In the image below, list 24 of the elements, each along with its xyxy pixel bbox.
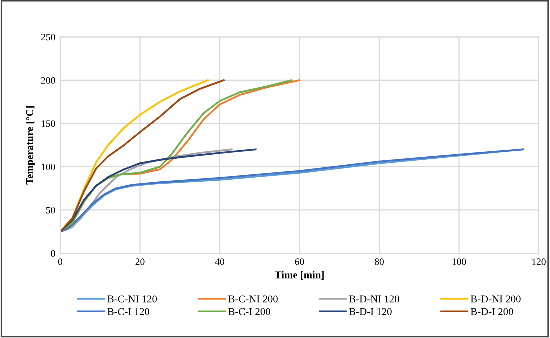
legend-label: B-C-NI 200 (228, 296, 278, 303)
legend-label: B-C-I 200 (228, 308, 270, 316)
legend-label: B-C-NI 120 (108, 296, 158, 303)
legend-label: B-D-NI 200 (470, 296, 521, 303)
y-tick-label: 100 (42, 164, 56, 170)
y-tick-label: 250 (41, 34, 56, 41)
x-tick-label: 80 (375, 258, 384, 266)
x-tick-label: 120 (532, 258, 546, 266)
legend-label: B-C-I 120 (108, 308, 150, 316)
legend-label: B-D-NI 120 (349, 296, 400, 303)
line-series (60, 148, 524, 233)
y-tick-label: 200 (41, 77, 56, 84)
y-axis-title: Temperature [°C] (26, 106, 36, 185)
legend-label: B-D-I 200 (470, 308, 514, 316)
x-tick-label: 40 (215, 258, 224, 266)
y-tick-label: 0 (51, 250, 56, 257)
legend-label: B-D-I 120 (349, 308, 392, 316)
x-axis-title: Time [min] (274, 271, 324, 280)
x-tick-label: 60 (295, 258, 304, 266)
x-tick-label: 0 (58, 258, 63, 266)
y-tick-label: 50 (46, 207, 56, 214)
x-tick-label: 100 (452, 258, 466, 266)
x-tick-label: 20 (136, 258, 145, 266)
y-tick-label: 150 (42, 120, 56, 128)
